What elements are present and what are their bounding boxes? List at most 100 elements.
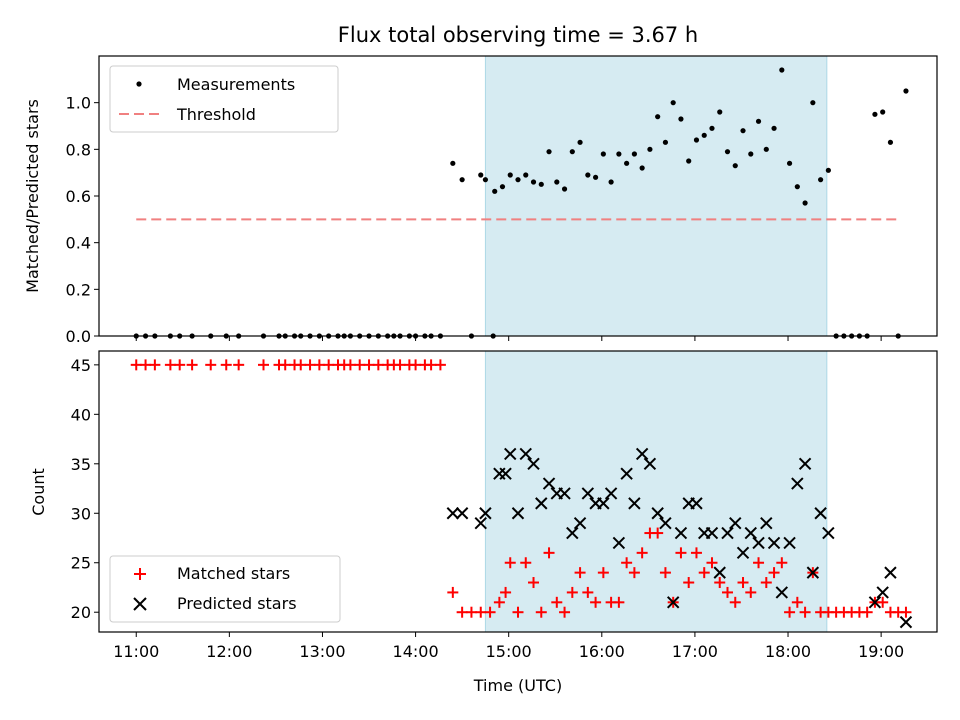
legend-matched-label: Matched stars — [177, 564, 290, 583]
predicted-star-marker — [597, 497, 610, 510]
measurement-point — [771, 125, 777, 131]
matched-star-marker — [233, 359, 245, 371]
matched-star-marker — [484, 606, 496, 618]
matched-star-marker — [425, 359, 437, 371]
matched-star-marker — [729, 596, 741, 608]
matched-star-marker — [760, 577, 772, 589]
matched-star-marker — [768, 567, 780, 579]
measurement-point — [515, 177, 521, 183]
measurement-point — [887, 139, 894, 145]
matched-star-marker — [512, 606, 524, 618]
predicted-star-marker — [519, 447, 532, 461]
measurement-point — [662, 139, 669, 145]
x-tick-label: 14:00 — [393, 642, 439, 661]
predicted-star-marker — [651, 507, 664, 520]
predicted-star-marker — [752, 536, 765, 550]
measurement-point — [903, 88, 909, 94]
top-y-tick-label: 0.2 — [66, 280, 91, 299]
matched-star-marker — [628, 567, 640, 579]
predicted-star-marker — [798, 457, 812, 471]
measurement-point — [786, 160, 793, 166]
measurement-point — [554, 179, 560, 185]
top-legend-frame — [109, 65, 339, 133]
predicted-star-marker — [744, 526, 757, 540]
predicted-star-marker — [511, 507, 525, 520]
matched-star-marker — [636, 547, 648, 559]
matched-star-marker — [257, 359, 269, 371]
measurement-point — [678, 116, 684, 122]
predicted-star-marker — [446, 507, 460, 520]
matched-star-marker — [313, 359, 325, 371]
x-tick-label: 11:00 — [113, 642, 159, 661]
matched-star-marker — [304, 359, 316, 371]
predicted-star-marker — [659, 516, 672, 530]
measurement-point — [624, 160, 630, 166]
matched-star-marker — [675, 547, 687, 559]
matched-star-marker — [344, 359, 356, 371]
matched-star-marker — [714, 577, 726, 589]
top-x-ticks — [135, 336, 882, 341]
predicted-star-marker — [612, 536, 626, 550]
x-tick-label: 18:00 — [765, 642, 811, 661]
predicted-star-marker — [760, 516, 773, 530]
measurement-point — [755, 118, 762, 124]
predicted-star-marker — [573, 516, 587, 530]
measurement-point — [763, 146, 769, 152]
measurement-point — [538, 181, 544, 187]
predicted-star-marker — [713, 566, 726, 579]
legend-measurements-marker — [136, 81, 142, 87]
measurement-point — [482, 177, 489, 183]
predicted-star-marker — [558, 487, 571, 500]
predicted-star-marker — [643, 457, 657, 471]
matched-star-marker — [434, 359, 446, 371]
measurement-point — [600, 151, 606, 157]
measurement-point — [459, 177, 465, 183]
measurement-point — [732, 163, 738, 169]
predicted-star-marker — [504, 447, 517, 461]
measurement-point — [478, 172, 484, 178]
predicted-star-marker — [806, 566, 820, 579]
measurement-point — [818, 177, 824, 183]
matched-stars-points — [130, 359, 912, 618]
measurement-point — [631, 151, 637, 157]
matched-star-marker — [475, 606, 487, 618]
bottom-legend: Matched stars Predicted stars — [109, 555, 341, 623]
measurement-point — [802, 200, 808, 206]
matched-star-marker — [372, 359, 384, 371]
legend-measurements-label: Measurements — [177, 75, 295, 94]
matched-star-marker — [776, 557, 788, 569]
matched-star-marker — [279, 359, 291, 371]
bottom-y-tick-label: 40 — [71, 405, 91, 424]
measurement-point — [561, 186, 568, 192]
predicted-star-marker — [581, 487, 595, 500]
x-tick-label: 17:00 — [672, 642, 718, 661]
matched-star-marker — [220, 359, 232, 371]
predicted-star-marker — [635, 447, 649, 461]
predicted-star-marker — [791, 477, 804, 490]
measurement-point — [724, 149, 731, 155]
measurement-point — [810, 100, 816, 106]
bottom-y-axis-label: Count — [29, 468, 48, 516]
matched-star-marker — [164, 359, 176, 371]
matched-star-marker — [722, 586, 733, 598]
predicted-star-marker — [876, 586, 889, 599]
matched-star-marker — [784, 606, 796, 618]
matched-star-marker — [410, 359, 422, 371]
top-y-tick-label: 0.6 — [66, 187, 91, 206]
top-y-axis-label: Matched/Predicted stars — [23, 99, 42, 293]
matched-star-marker — [447, 586, 459, 598]
matched-star-marker — [753, 557, 765, 569]
predicted-star-marker — [479, 507, 492, 520]
measurement-point — [825, 167, 831, 173]
top-shaded-interval — [484, 55, 828, 337]
matched-star-marker — [559, 606, 571, 618]
predicted-star-marker — [666, 596, 680, 609]
measurement-point — [709, 125, 715, 131]
matched-star-marker — [295, 359, 307, 371]
matched-star-marker — [174, 359, 186, 371]
bottom-y-ticks: 20 25 30 35 40 45 — [71, 356, 99, 622]
matched-star-marker — [186, 359, 198, 371]
predicted-star-marker — [814, 507, 827, 520]
matched-star-marker — [791, 596, 803, 608]
measurement-point — [647, 146, 653, 152]
